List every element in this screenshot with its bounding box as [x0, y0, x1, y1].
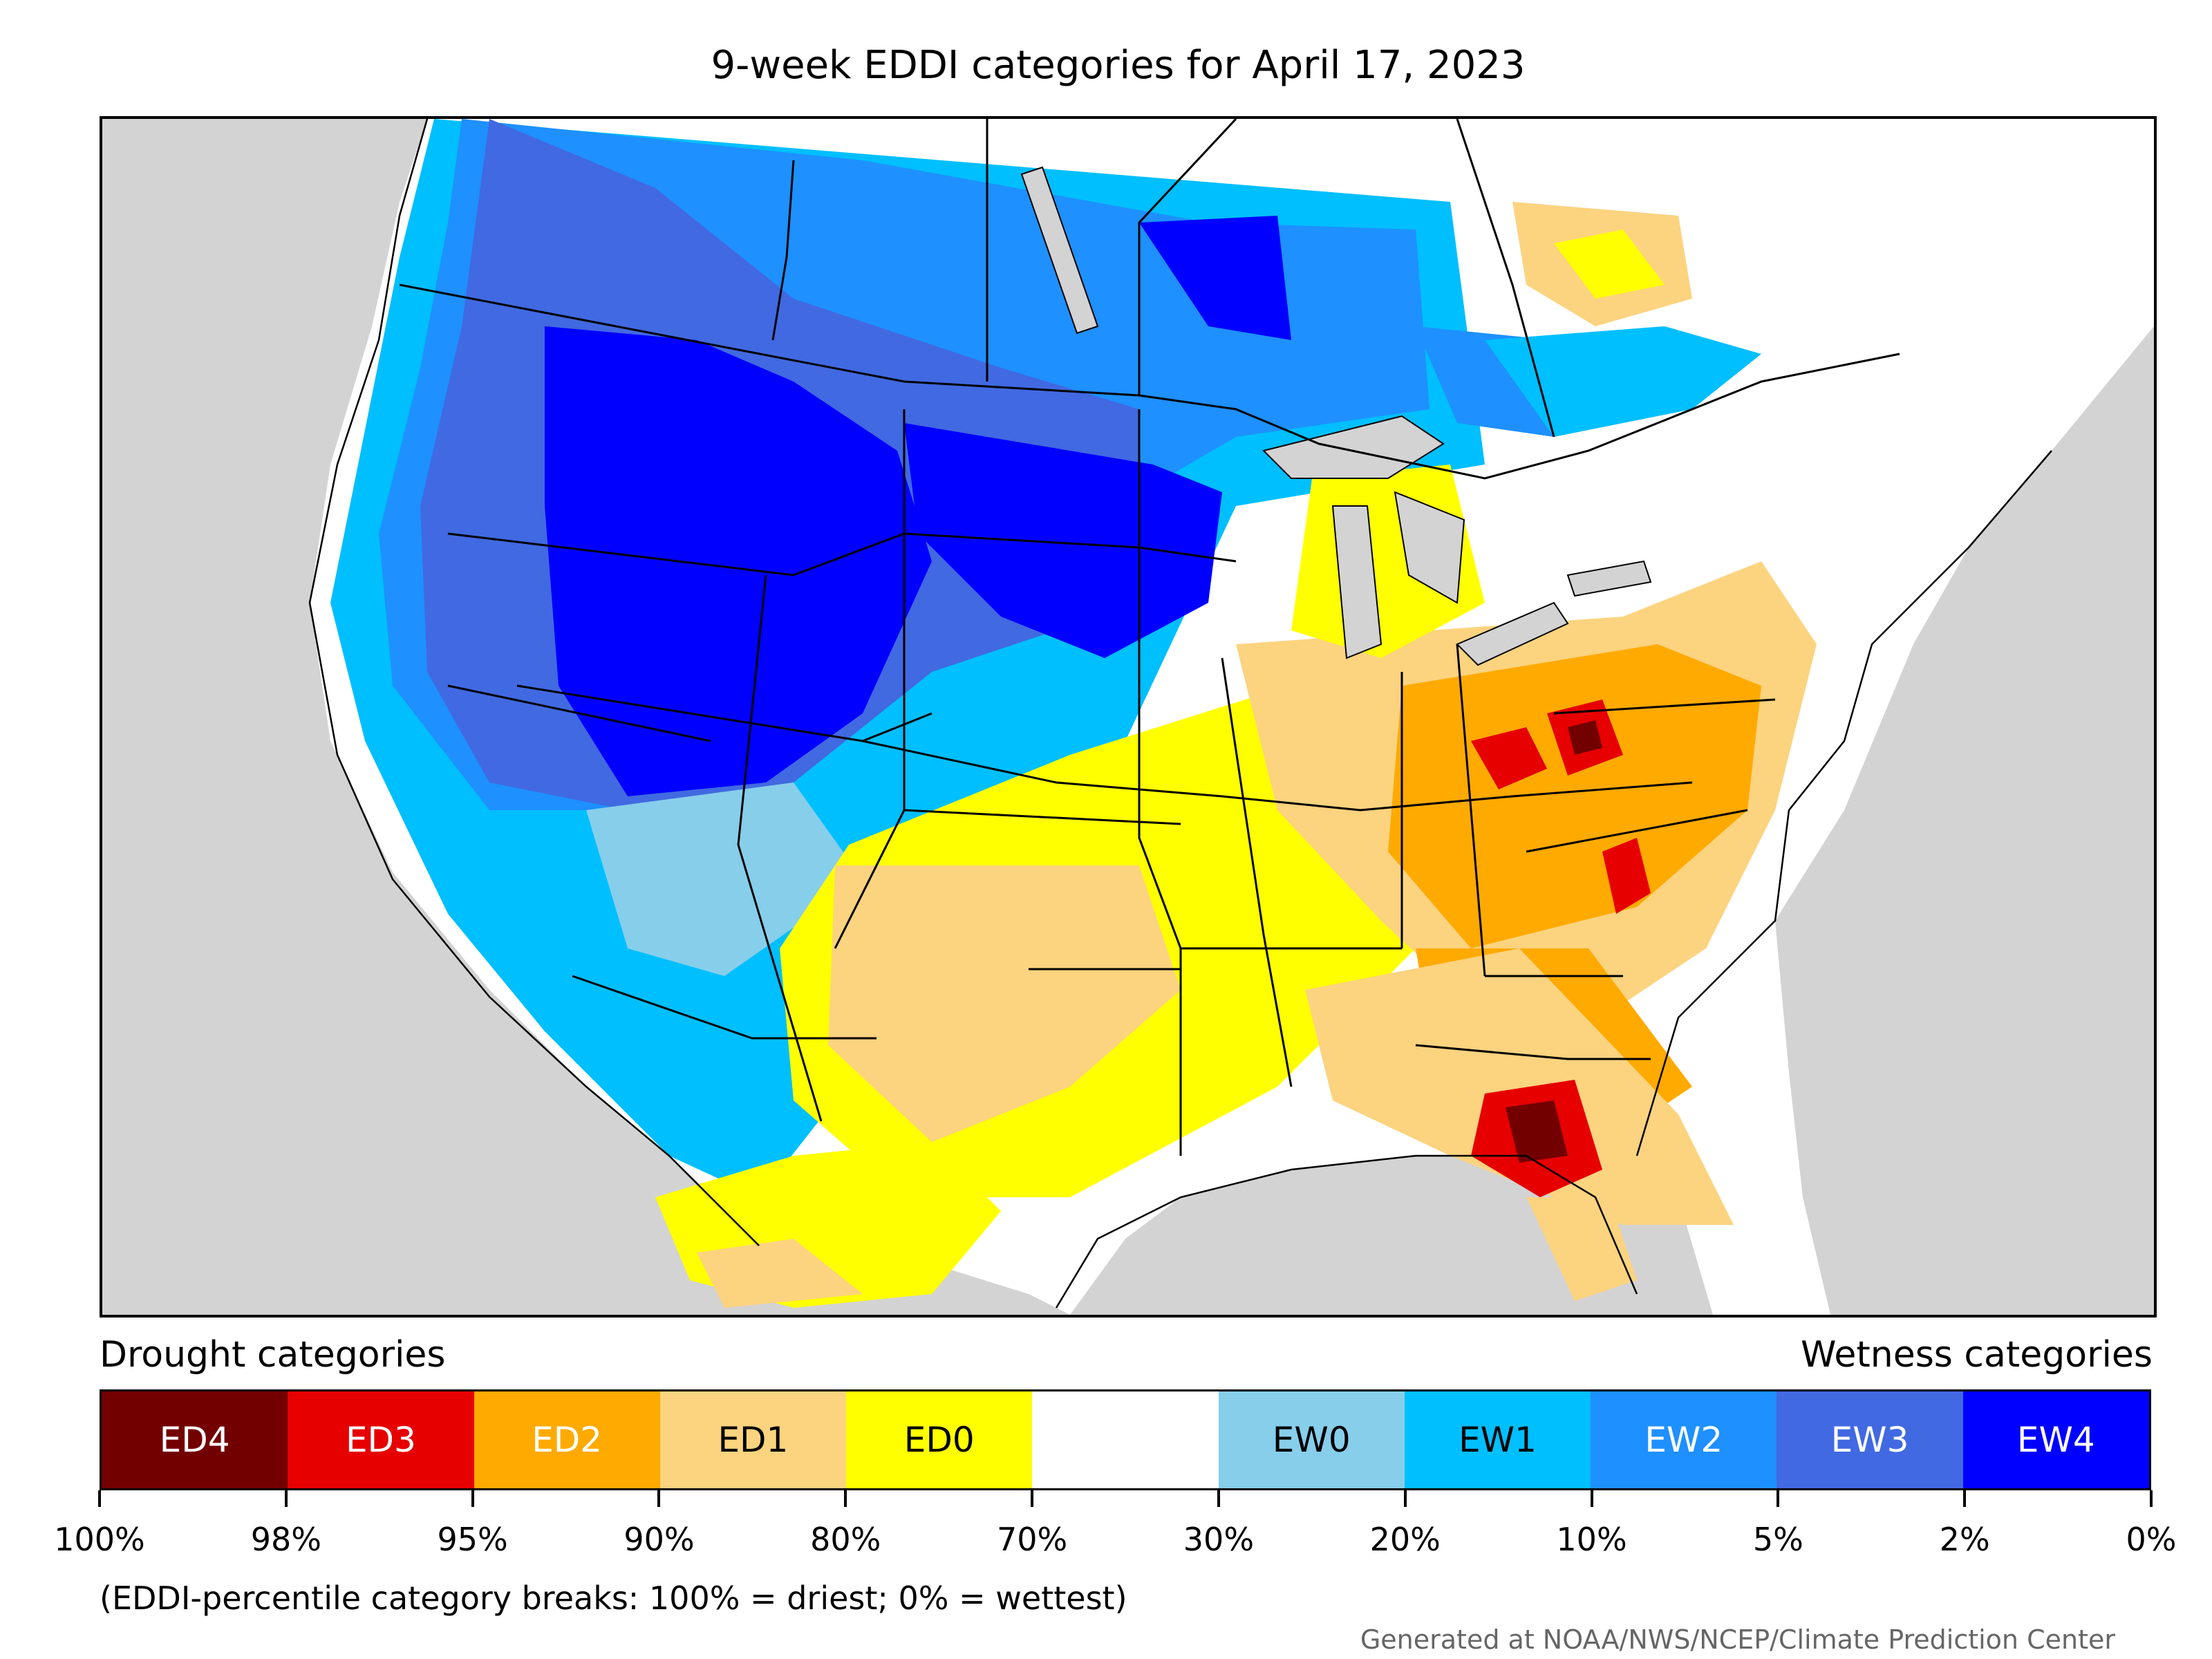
- colorbar-tick: [1031, 1490, 1034, 1507]
- colorbar-tick: [1777, 1490, 1780, 1507]
- ed1-southeast: [1305, 948, 1734, 1225]
- colorbar-ticks: [98, 1490, 2153, 1518]
- ew4-canada: [1139, 216, 1291, 340]
- ed1-texas-oklahoma: [828, 865, 1181, 1142]
- colorbar-tick-label: 2%: [1939, 1521, 1990, 1558]
- category-ew3: EW3: [1777, 1391, 1963, 1488]
- category-ed1: ED1: [659, 1391, 847, 1488]
- colorbar-tick-label: 80%: [810, 1521, 881, 1558]
- lake-michigan: [1331, 505, 1382, 659]
- ed3-carolina: [1602, 838, 1651, 914]
- colorbar-tick: [2150, 1490, 2153, 1507]
- political-boundaries: [399, 119, 1900, 1156]
- colorbar-tick-label: 20%: [1369, 1521, 1441, 1558]
- colorbar-tick-label: 5%: [1752, 1521, 1803, 1558]
- category-ed4: ED4: [102, 1391, 288, 1488]
- category-ed0: ED0: [846, 1391, 1033, 1488]
- credit-line: Generated at NOAA/NWS/NCEP/Climate Predi…: [1360, 1624, 2115, 1655]
- colorbar-tick-label: 100%: [54, 1521, 145, 1558]
- ed4-virginia: [1568, 720, 1602, 755]
- colorbar-tick-label: 0%: [2126, 1521, 2177, 1558]
- drought-categories-heading: Drought categories: [100, 1334, 446, 1376]
- colorbar-tick: [1590, 1490, 1593, 1507]
- pacific-ocean: [102, 119, 918, 1315]
- colorbar-tick-label: 10%: [1556, 1521, 1627, 1558]
- category-colorbar: ED4 ED3 ED2 ED1 ED0 EW0 EW1 EW2 EW3 EW4: [100, 1389, 2151, 1490]
- category-ew4: EW4: [1962, 1391, 2149, 1488]
- category-ed2: ED2: [474, 1391, 660, 1488]
- ed0-quebec: [1554, 229, 1665, 299]
- ew4-rockies: [545, 326, 932, 796]
- ed1-mexico: [697, 1239, 863, 1308]
- category-ew0: EW0: [1218, 1391, 1405, 1488]
- wetness-categories-heading: Wetness categories: [1801, 1334, 2153, 1376]
- category-ew2: EW2: [1591, 1391, 1777, 1488]
- lake-winnipeg: [1020, 166, 1099, 335]
- eddi-map: [100, 116, 2157, 1318]
- colorbar-tick-label: 90%: [624, 1521, 695, 1558]
- colorbar-tick: [471, 1490, 474, 1507]
- colorbar-tick: [1963, 1490, 1967, 1507]
- colorbar-tick: [657, 1490, 661, 1507]
- category-breaks-note: (EDDI-percentile category breaks: 100% =…: [100, 1580, 1127, 1617]
- colorbar-tick: [844, 1490, 847, 1507]
- colorbar-tick-label: 95%: [437, 1521, 508, 1558]
- colorbar-tick: [284, 1490, 288, 1507]
- colorbar-tick: [98, 1490, 101, 1507]
- lake-erie: [1456, 601, 1569, 666]
- lake-ontario: [1566, 560, 1652, 597]
- category-ew1: EW1: [1404, 1391, 1591, 1488]
- ed2-ohio-valley: [1388, 644, 1761, 948]
- ed4-florida: [1506, 1100, 1568, 1163]
- ed1-florida-south: [1526, 1197, 1637, 1301]
- ed3-ohio: [1471, 727, 1547, 789]
- lake-superior: [1262, 415, 1445, 479]
- ew4-north-plains: [904, 423, 1222, 658]
- coastlines: [308, 119, 2052, 1309]
- colorbar-tick-label: 30%: [1183, 1521, 1255, 1558]
- category-ed3: ED3: [288, 1391, 474, 1488]
- colorbar-tick: [1403, 1490, 1407, 1507]
- category-neutral: [1032, 1391, 1219, 1488]
- colorbar-tick-label: 98%: [250, 1521, 321, 1558]
- map-title: 9-week EDDI categories for April 17, 202…: [711, 43, 1526, 88]
- lake-huron: [1394, 491, 1465, 604]
- colorbar-tick: [1217, 1490, 1220, 1507]
- atlantic-ocean: [1775, 119, 2154, 1315]
- colorbar-tick-label: 70%: [996, 1521, 1068, 1558]
